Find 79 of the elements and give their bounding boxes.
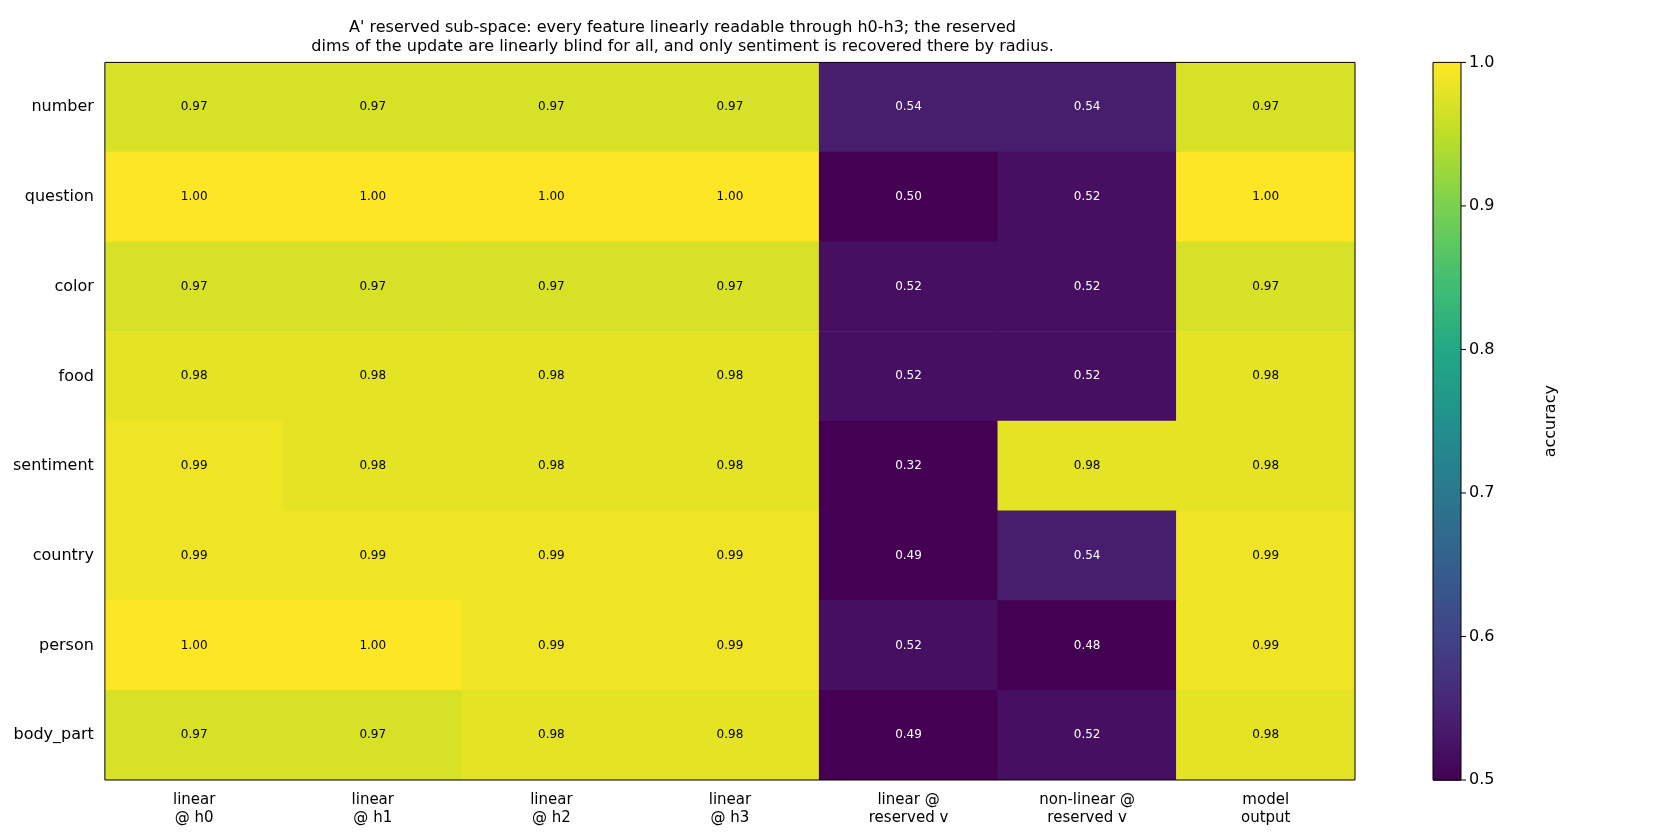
data-label: 0.97	[716, 99, 744, 114]
data-label: 0.54	[1073, 99, 1101, 114]
data-label: 0.98	[537, 727, 565, 742]
data-label: 1.00	[1252, 189, 1280, 204]
data-label: 0.97	[180, 278, 208, 293]
data-label: 0.98	[537, 368, 565, 383]
data-label: 0.97	[1252, 278, 1280, 293]
data-label: 0.54	[1073, 547, 1101, 562]
x-tick-label: linear @ h1	[351, 789, 395, 826]
color-bar-title: accuracy	[1540, 385, 1560, 458]
data-label: 1.00	[180, 637, 208, 652]
data-label: 0.54	[895, 99, 922, 114]
data-label: 0.97	[1252, 99, 1280, 114]
data-label: 0.99	[359, 547, 387, 562]
data-label: 0.98	[1252, 458, 1280, 473]
color-bar-label: 0.7	[1469, 482, 1495, 502]
data-label: 0.97	[180, 727, 208, 742]
data-label: 0.98	[716, 368, 744, 383]
data-label: 0.97	[359, 727, 387, 742]
data-label: 0.97	[716, 278, 744, 293]
data-label: 0.98	[1252, 368, 1280, 383]
color-bar-label: 0.9	[1469, 195, 1495, 215]
data-label: 0.99	[1252, 637, 1280, 652]
data-label: 0.52	[1073, 189, 1101, 204]
data-label: 0.99	[180, 458, 208, 473]
data-label: 1.00	[537, 189, 565, 204]
data-label: 0.52	[1073, 368, 1101, 383]
color-bar-label: 0.8	[1469, 338, 1495, 358]
data-label: 0.97	[180, 99, 208, 114]
data-label: 0.98	[716, 727, 744, 742]
y-tick-label: person	[39, 634, 94, 654]
data-label: 0.99	[1252, 547, 1280, 562]
data-label: 0.97	[537, 278, 565, 293]
x-tick-label: linear @ h2	[530, 789, 574, 826]
color-bar-label: 1.0	[1469, 51, 1495, 71]
data-label: 1.00	[716, 189, 744, 204]
y-tick-label: color	[54, 275, 95, 295]
data-label: 0.97	[359, 99, 387, 114]
y-tick-label: body_part	[13, 724, 94, 745]
x-tick-label: linear @ reserved v	[868, 789, 949, 826]
data-label: 0.52	[1073, 727, 1101, 742]
data-label: 0.48	[1073, 637, 1101, 652]
data-label: 0.52	[895, 637, 922, 652]
x-tick-label: linear @ h3	[708, 789, 752, 826]
y-tick-label: country	[32, 544, 94, 564]
data-label: 0.52	[895, 278, 922, 293]
x-tick-label: non-linear @ reserved v	[1039, 789, 1136, 826]
data-label: 0.97	[537, 99, 565, 114]
y-tick-label: food	[58, 365, 94, 385]
data-label: 0.99	[180, 547, 208, 562]
data-label: 0.50	[895, 189, 922, 204]
data-label: 0.98	[1073, 458, 1101, 473]
color-bar-label: 0.5	[1469, 769, 1495, 789]
data-label: 0.99	[537, 547, 565, 562]
data-label: 0.98	[180, 368, 208, 383]
data-label: 0.49	[895, 727, 922, 742]
data-label: 0.98	[1252, 727, 1280, 742]
data-label: 0.98	[359, 458, 387, 473]
data-label: 0.32	[895, 458, 922, 473]
y-tick-label: number	[31, 96, 95, 116]
data-label: 1.00	[359, 189, 387, 204]
data-label: 1.00	[359, 637, 387, 652]
x-tick-label: linear @ h0	[172, 789, 217, 826]
data-label: 0.98	[537, 458, 565, 473]
data-label: 0.99	[716, 637, 744, 652]
data-label: 0.99	[537, 637, 565, 652]
chart-title: A' reserved sub-space: every feature linearly readable through h0-h3; the reserved dims of the update are linearly blind for all, and only sentiment is recovered there by radius.	[311, 16, 1054, 55]
x-tick-label: model output	[1240, 789, 1291, 826]
y-tick-label: question	[24, 186, 94, 206]
data-label: 0.98	[359, 368, 387, 383]
data-label: 0.97	[359, 278, 387, 293]
data-label: 1.00	[180, 189, 208, 204]
data-label: 0.49	[895, 547, 922, 562]
data-label: 0.52	[1073, 278, 1101, 293]
color-bar-label: 0.6	[1469, 625, 1495, 645]
data-label: 0.99	[716, 547, 744, 562]
data-label: 0.52	[895, 368, 922, 383]
data-label: 0.98	[716, 458, 744, 473]
y-tick-label: sentiment	[12, 455, 94, 475]
